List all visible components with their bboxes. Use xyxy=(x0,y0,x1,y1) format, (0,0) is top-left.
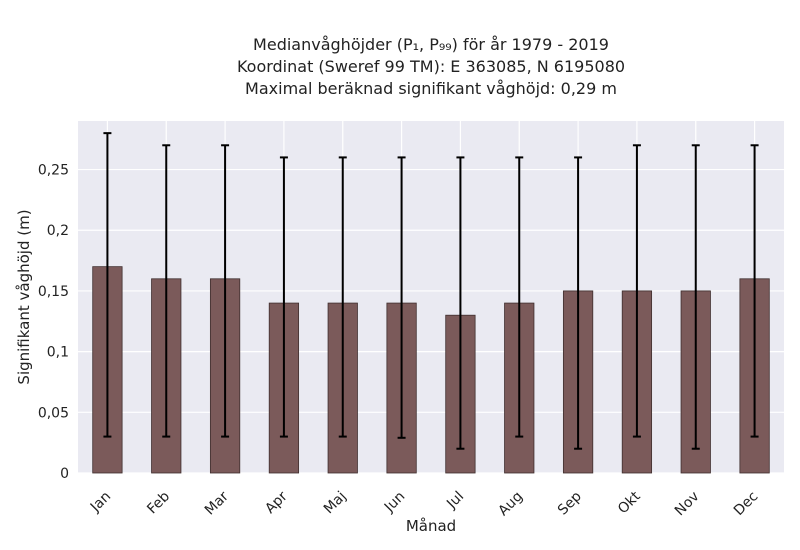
error-bar-nov xyxy=(691,144,700,450)
error-bar-mar xyxy=(221,144,230,438)
chart-title: Medianvåghöjder (P₁, P₉₉) för år 1979 - … xyxy=(78,34,784,100)
x-tick-label-aug: Aug xyxy=(495,489,526,520)
chart-title-line-1: Medianvåghöjder (P₁, P₉₉) för år 1979 - … xyxy=(253,35,609,54)
plot-area xyxy=(78,121,784,473)
error-bar-jul xyxy=(456,156,465,450)
x-tick-label-maj: Maj xyxy=(321,489,350,518)
x-tick-label-nov: Nov xyxy=(672,489,703,520)
x-axis-ticks: Jan Feb Mar Apr Maj Jun Jul Aug Sep Okt Nov Dec xyxy=(87,488,761,519)
y-tick-label: 0,2 xyxy=(47,223,69,239)
x-tick-label-mar: Mar xyxy=(202,488,232,518)
error-bar-aug xyxy=(515,156,524,438)
x-tick-label-jun: Jun xyxy=(381,489,408,516)
error-bar-dec xyxy=(750,144,759,438)
y-tick-label: 0,1 xyxy=(47,345,69,361)
error-bar-sep xyxy=(574,156,583,450)
y-tick-label: 0,15 xyxy=(38,284,69,300)
y-tick-label: 0,25 xyxy=(38,163,69,179)
x-tick-label-okt: Okt xyxy=(615,488,644,517)
error-bar-jun xyxy=(397,156,406,439)
error-bar-apr xyxy=(279,156,288,438)
y-axis-ticks: 0 0,05 0,1 0,15 0,2 0,25 xyxy=(38,163,69,482)
error-bar-maj xyxy=(338,156,347,438)
x-tick-label-sep: Sep xyxy=(555,488,585,518)
x-tick-label-jan: Jan xyxy=(87,489,114,516)
x-tick-label-dec: Dec xyxy=(731,489,761,519)
chart-title-line-3: Maximal beräknad signifikant våghöjd: 0,… xyxy=(245,79,617,98)
chart-title-line-2: Koordinat (Sweref 99 TM): E 363085, N 61… xyxy=(236,57,626,76)
y-tick-label: 0 xyxy=(60,466,69,482)
x-tick-label-jul: Jul xyxy=(443,489,467,513)
error-bar-feb xyxy=(162,144,171,438)
x-tick-label-feb: Feb xyxy=(144,488,173,517)
x-tick-label-apr: Apr xyxy=(262,488,291,517)
error-bars xyxy=(103,132,759,450)
error-bar-jan xyxy=(103,132,112,438)
y-axis-label: Signifikant våghöjd (m) xyxy=(15,209,33,384)
y-tick-label: 0,05 xyxy=(38,405,69,421)
error-bar-okt xyxy=(632,144,641,438)
x-axis-label: Månad xyxy=(406,517,456,535)
